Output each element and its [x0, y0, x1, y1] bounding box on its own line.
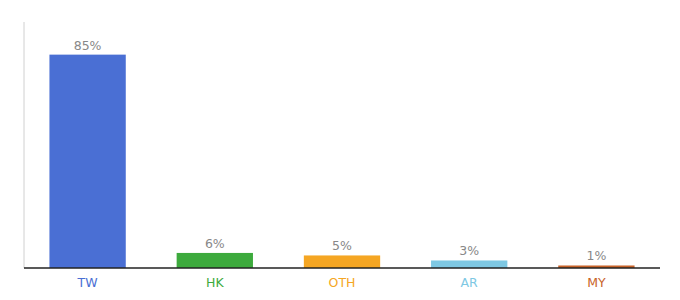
chart-container: 85% 6% 5% 3% 1% TW HK OTH AR MY: [0, 0, 680, 300]
data-label: 6%: [205, 236, 225, 251]
y-axis-line: [24, 22, 25, 268]
x-tick-label: AR: [461, 275, 479, 290]
x-tick-label: MY: [587, 275, 606, 290]
data-label: 3%: [459, 243, 479, 258]
x-tick-label: TW: [77, 275, 98, 290]
data-label: 1%: [586, 248, 606, 263]
background: [0, 0, 680, 300]
bar: [177, 253, 253, 268]
x-tick-label: HK: [206, 275, 224, 290]
data-label: 85%: [74, 38, 102, 53]
x-axis-line: [24, 267, 660, 269]
bar: [304, 255, 380, 268]
data-label: 5%: [332, 238, 352, 253]
bar: [49, 55, 125, 268]
bar: [431, 260, 507, 268]
bars: [49, 55, 634, 268]
chart: 85% 6% 5% 3% 1% TW HK OTH AR MY: [0, 0, 680, 300]
x-tick-label: OTH: [329, 275, 356, 290]
